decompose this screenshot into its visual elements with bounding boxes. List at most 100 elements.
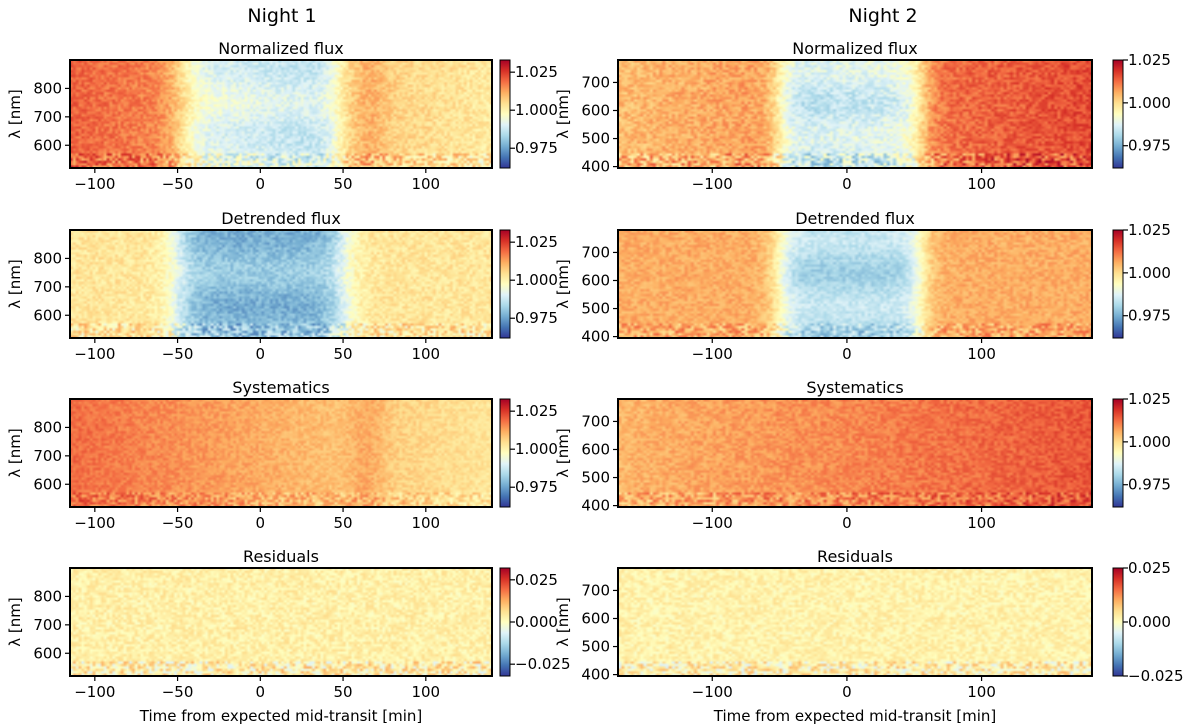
x-tick-label: −100 xyxy=(692,345,733,363)
heatmap-image xyxy=(70,60,492,168)
y-tick-label: 600 xyxy=(581,271,610,289)
x-tick-label: 0 xyxy=(842,514,852,532)
y-axis-label: λ [nm] xyxy=(6,428,24,477)
panel-night-1-detrended-flux: Detrended flux −100 −50 0 50 100 600 700 800 λ [n… xyxy=(6,209,558,363)
panel-night-2-normalized-flux: Normalized flux −100 0 100 400 500 600 700 λ [nm… xyxy=(554,39,1171,193)
y-tick-label: 600 xyxy=(581,440,610,458)
axes-frame xyxy=(69,398,493,508)
x-tick-label: 50 xyxy=(334,683,353,701)
y-axis-label: λ [nm] xyxy=(554,259,572,308)
y-tick-label: 600 xyxy=(581,101,610,119)
colorbar-tick-label: 1.000 xyxy=(1128,264,1171,282)
y-axis-label: λ [nm] xyxy=(554,597,572,646)
y-tick-label: 500 xyxy=(581,300,610,318)
colorbar xyxy=(499,59,511,169)
colorbar-tick-label: 1.025 xyxy=(515,63,558,81)
axes-frame xyxy=(617,229,1093,339)
colorbar-tick-label: 1.025 xyxy=(1128,51,1171,69)
axes-frame xyxy=(617,398,1093,508)
x-tick-label: 100 xyxy=(967,175,996,193)
y-tick-label: 700 xyxy=(33,108,62,126)
axes-frame xyxy=(69,567,493,677)
x-tick-label: −100 xyxy=(692,175,733,193)
x-tick-label: 0 xyxy=(842,345,852,363)
x-tick-label: −50 xyxy=(162,514,194,532)
y-tick-label: 600 xyxy=(33,136,62,154)
y-tick-label: 700 xyxy=(33,616,62,634)
panel-night-2-detrended-flux: Detrended flux −100 0 100 400 500 600 700 λ [nm]… xyxy=(554,209,1171,363)
heatmap-image xyxy=(618,399,1092,507)
x-axis-label: Time from expected mid-transit [min] xyxy=(139,707,422,725)
colorbar-tick-label: −0.025 xyxy=(515,655,571,673)
heatmap-image xyxy=(618,230,1092,338)
heatmap-image xyxy=(618,568,1092,676)
y-tick-label: 500 xyxy=(581,469,610,487)
panel-title: Residuals xyxy=(817,547,893,566)
colorbar-tick-label: 1.025 xyxy=(1128,390,1171,408)
panel-title: Detrended flux xyxy=(795,209,915,228)
y-tick-label: 500 xyxy=(581,638,610,656)
x-tick-label: −100 xyxy=(74,683,115,701)
colorbar-tick-label: 0.000 xyxy=(1128,613,1171,631)
y-axis-label: λ [nm] xyxy=(6,259,24,308)
colorbar-tick-label: 1.025 xyxy=(515,233,558,251)
y-tick-label: 400 xyxy=(581,158,610,176)
x-tick-label: −100 xyxy=(74,514,115,532)
colorbar-tick-label: 0.975 xyxy=(515,139,558,157)
y-tick-label: 700 xyxy=(33,447,62,465)
colorbar-tick-label: 0.975 xyxy=(1128,137,1171,155)
panel-night-1-normalized-flux: Normalized flux −100 −50 0 50 100 600 700 800 λ [… xyxy=(6,39,558,193)
x-tick-label: 100 xyxy=(411,514,440,532)
panel-title: Normalized flux xyxy=(218,39,344,58)
panel-night-2-residuals: Residuals −100 0 100 400 500 600 700 λ [nm] Time … xyxy=(554,547,1184,725)
heatmap-panels: Normalized flux −100 −50 0 50 100 600 700 800 λ [… xyxy=(6,39,1184,725)
y-tick-label: 600 xyxy=(33,306,62,324)
y-tick-label: 700 xyxy=(581,243,610,261)
y-tick-label: 400 xyxy=(581,666,610,684)
panel-title: Detrended flux xyxy=(221,209,341,228)
x-tick-label: 0 xyxy=(256,345,266,363)
x-tick-label: 0 xyxy=(256,683,266,701)
x-axis-label: Time from expected mid-transit [min] xyxy=(713,707,996,725)
heatmap-image xyxy=(70,399,492,507)
y-tick-label: 600 xyxy=(33,475,62,493)
x-tick-label: 100 xyxy=(411,345,440,363)
axes-frame xyxy=(69,229,493,339)
x-tick-label: 0 xyxy=(842,175,852,193)
colorbar-tick-label: 0.025 xyxy=(1128,559,1171,577)
colorbar xyxy=(499,567,511,677)
y-tick-label: 400 xyxy=(581,497,610,515)
x-tick-label: −50 xyxy=(162,175,194,193)
x-tick-label: 50 xyxy=(334,514,353,532)
colorbar-tick-label: 1.025 xyxy=(515,402,558,420)
y-tick-label: 500 xyxy=(581,130,610,148)
panel-night-1-systematics: Systematics −100 −50 0 50 100 600 700 800 λ [nm] 0… xyxy=(6,378,558,532)
colorbar xyxy=(499,229,511,339)
y-tick-label: 800 xyxy=(33,418,62,436)
x-tick-label: 0 xyxy=(256,175,266,193)
x-tick-label: −100 xyxy=(74,345,115,363)
axes-frame xyxy=(69,59,493,169)
colorbar xyxy=(1112,398,1124,508)
y-tick-label: 800 xyxy=(33,79,62,97)
y-tick-label: 800 xyxy=(33,587,62,605)
x-tick-label: −50 xyxy=(162,345,194,363)
x-tick-label: 0 xyxy=(256,514,266,532)
x-tick-label: 100 xyxy=(967,683,996,701)
colorbar-tick-label: 0.975 xyxy=(1128,476,1171,494)
x-tick-label: 50 xyxy=(334,175,353,193)
heatmap-image xyxy=(618,60,1092,168)
y-axis-label: λ [nm] xyxy=(6,597,24,646)
colorbar xyxy=(1112,567,1124,677)
colorbar-tick-label: 0.975 xyxy=(1128,307,1171,325)
y-axis-label: λ [nm] xyxy=(554,89,572,138)
panel-night-1-residuals: Residuals −100 −50 0 50 100 600 700 800 λ [nm] Tim… xyxy=(6,547,571,725)
colorbar-tick-label: 1.025 xyxy=(1128,221,1171,239)
y-tick-label: 700 xyxy=(581,412,610,430)
x-tick-label: −100 xyxy=(74,175,115,193)
colorbar-tick-label: 1.000 xyxy=(515,440,558,458)
x-tick-label: 100 xyxy=(967,345,996,363)
panel-title: Normalized flux xyxy=(792,39,918,58)
x-tick-label: 100 xyxy=(967,514,996,532)
x-tick-label: 100 xyxy=(411,683,440,701)
